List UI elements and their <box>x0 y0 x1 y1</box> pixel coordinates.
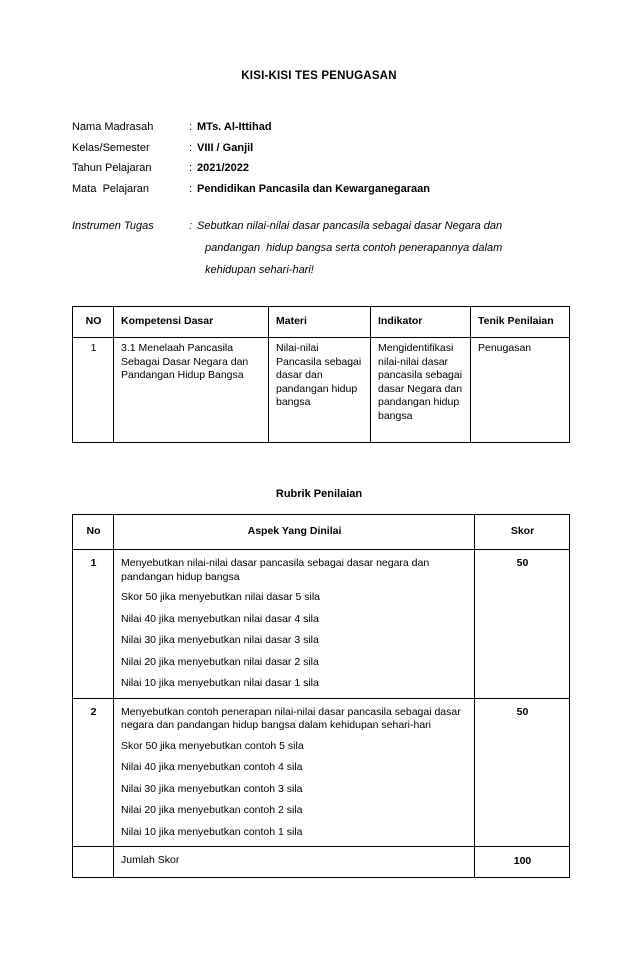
cell-materi: Nilai-nilai Pancasila sebagai dasar dan … <box>268 337 371 443</box>
column-header-materi: Materi <box>268 306 371 338</box>
aspek-criteria-line: Nilai 20 jika menyebutkan nilai dasar 2 … <box>121 655 319 668</box>
column-header-teknik-penilaian: Tenik Penilaian <box>470 306 570 338</box>
identity-label: Nama Madrasah <box>72 121 154 133</box>
identity-separator: : <box>189 141 193 154</box>
cell-kompetensi-dasar: 3.1 Menelaah Pancasila Sebagai Dasar Neg… <box>113 337 269 443</box>
cell-aspek-yang-dinilai: Menyebutkan contoh penerapan nilai-nilai… <box>113 697 475 847</box>
cell-no: 1 <box>72 337 114 443</box>
identity-separator: : <box>189 162 193 174</box>
page-title: KISI-KISI TES PENUGASAN <box>241 70 397 82</box>
table-row: 1 3.1 Menelaah Pancasila Sebagai Dasar N… <box>72 337 570 443</box>
column-header-no: No <box>72 514 114 550</box>
instrumen-line: pandangan hidup bangsa serta contoh pene… <box>205 242 503 254</box>
identity-value: VIII / Ganjil <box>197 141 254 154</box>
column-header-aspek-yang-dinilai: Aspek Yang Dinilai <box>113 514 475 550</box>
table-row: 2 Menyebutkan contoh penerapan nilai-nil… <box>72 697 570 847</box>
cell-teknik-penilaian: Penugasan <box>470 337 570 443</box>
table-header-row: No Aspek Yang Dinilai Skor <box>72 514 570 550</box>
identity-value: MTs. Al-Ittihad <box>197 121 272 133</box>
aspek-criteria-line: Nilai 30 jika menyebutkan nilai dasar 3 … <box>121 634 319 646</box>
cell-indikator: Mengidentifikasi nilai-nilai dasar panca… <box>370 337 471 443</box>
identity-value: Pendidikan Pancasila dan Kewarganegaraan <box>197 182 430 195</box>
aspek-criteria-line: Skor 50 jika menyebutkan contoh 5 sila <box>121 739 304 752</box>
cell-jumlah-skor-value: 100 <box>474 846 570 878</box>
identity-row-mata-pelajaran: Mata Pelajaran : Pendidikan Pancasila da… <box>72 183 572 204</box>
identity-separator: : <box>189 182 193 195</box>
cell-no: 2 <box>72 697 114 847</box>
aspek-criteria-line: Nilai 40 jika menyebutkan contoh 4 sila <box>121 761 303 773</box>
instrumen-head: Instrumen Tugas : Sebutkan nilai-nilai d… <box>72 220 592 286</box>
aspek-main-text: Menyebutkan nilai-nilai dasar pancasila … <box>121 557 430 583</box>
rubrik-title: Rubrik Penilaian <box>275 488 363 500</box>
column-header-skor: Skor <box>474 514 570 550</box>
identity-value: 2021/2022 <box>197 162 249 174</box>
aspek-criteria-line: Nilai 10 jika menyebutkan contoh 1 sila <box>121 825 303 838</box>
cell-no-empty <box>72 846 114 878</box>
instrumen-tugas-block: Instrumen Tugas : Sebutkan nilai-nilai d… <box>72 220 592 286</box>
instrumen-line: kehidupan sehari-hari! <box>205 264 314 276</box>
instrumen-separator: : <box>189 220 193 232</box>
identity-row-nama-madrasah: Nama Madrasah : MTs. Al-Ittihad <box>72 121 572 142</box>
table-total-row: Jumlah Skor 100 <box>72 846 570 878</box>
instrumen-line: Sebutkan nilai-nilai dasar pancasila seb… <box>197 220 503 232</box>
column-header-kompetensi-dasar: Kompetensi Dasar <box>113 306 269 338</box>
column-header-indikator: Indikator <box>370 306 471 338</box>
cell-jumlah-skor-label: Jumlah Skor <box>113 846 475 878</box>
kisi-kisi-table: NO Kompetensi Dasar Materi Indikator Ten… <box>72 306 570 443</box>
cell-skor: 50 <box>474 549 570 699</box>
identity-label: Kelas/Semester <box>72 141 150 154</box>
cell-no: 1 <box>72 549 114 699</box>
column-header-no: NO <box>72 306 114 338</box>
aspek-main-text: Menyebutkan contoh penerapan nilai-nilai… <box>121 705 461 732</box>
table-row: 1 Menyebutkan nilai-nilai dasar pancasil… <box>72 549 570 699</box>
aspek-criteria-line: Skor 50 jika menyebutkan nilai dasar 5 s… <box>121 591 321 603</box>
identity-label: Mata Pelajaran <box>72 182 150 195</box>
identity-block: Nama Madrasah : MTs. Al-Ittihad Kelas/Se… <box>72 121 572 203</box>
aspek-criteria-line: Nilai 20 jika menyebutkan contoh 2 sila <box>121 804 303 816</box>
identity-label: Tahun Pelajaran <box>72 162 152 174</box>
instrumen-text: Sebutkan nilai-nilai dasar pancasila seb… <box>197 220 592 286</box>
identity-separator: : <box>189 121 193 133</box>
instrumen-label: Instrumen Tugas <box>72 220 154 232</box>
cell-aspek-yang-dinilai: Menyebutkan nilai-nilai dasar pancasila … <box>113 549 475 699</box>
aspek-criteria-line: Nilai 30 jika menyebutkan contoh 3 sila <box>121 782 303 795</box>
identity-row-kelas-semester: Kelas/Semester : VIII / Ganjil <box>72 142 572 163</box>
cell-skor: 50 <box>474 697 570 847</box>
identity-row-tahun-pelajaran: Tahun Pelajaran : 2021/2022 <box>72 162 572 183</box>
table-header-row: NO Kompetensi Dasar Materi Indikator Ten… <box>72 306 570 338</box>
aspek-criteria-line: Nilai 40 jika menyebutkan nilai dasar 4 … <box>121 612 319 625</box>
rubrik-penilaian-table: No Aspek Yang Dinilai Skor 1 Menyebutkan… <box>72 514 570 878</box>
aspek-criteria-line: Nilai 10 jika menyebutkan nilai dasar 1 … <box>121 677 319 689</box>
